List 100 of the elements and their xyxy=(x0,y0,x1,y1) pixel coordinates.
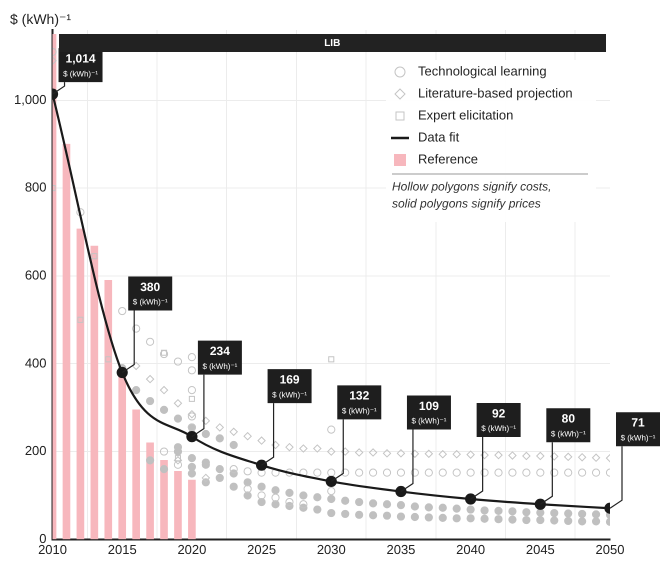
y-tick-label: 400 xyxy=(24,355,47,370)
point xyxy=(327,468,336,477)
point xyxy=(257,436,266,445)
point xyxy=(327,486,336,496)
bar xyxy=(76,228,84,540)
point xyxy=(244,432,252,440)
point xyxy=(564,468,572,477)
point xyxy=(494,468,503,477)
header-banner: LIB xyxy=(58,34,606,52)
point xyxy=(355,468,364,477)
point xyxy=(578,453,586,462)
point xyxy=(230,428,238,436)
point xyxy=(271,440,280,450)
point xyxy=(438,468,447,477)
point xyxy=(313,468,322,477)
point xyxy=(424,468,433,477)
point xyxy=(550,468,558,477)
point xyxy=(146,338,154,346)
point xyxy=(410,468,419,477)
data-label: 380 $ (kWh)⁻¹ xyxy=(132,280,168,307)
bar xyxy=(160,460,168,540)
point xyxy=(368,448,378,457)
point xyxy=(536,468,544,477)
point xyxy=(438,450,447,458)
x-tick-label: 2020 xyxy=(177,542,206,557)
point xyxy=(328,356,334,362)
point xyxy=(355,448,364,457)
point xyxy=(494,450,503,460)
point xyxy=(327,447,336,456)
point xyxy=(77,316,84,323)
bar xyxy=(104,280,112,540)
point xyxy=(174,460,182,469)
data-label: 132 $ (kWh)⁻¹ xyxy=(342,388,378,416)
point xyxy=(132,324,140,333)
point xyxy=(466,450,475,459)
point xyxy=(174,399,182,408)
data-label: 92 $ (kWh)⁻¹ xyxy=(481,406,516,434)
annotation: Hollow polygons signify costs, solid polygons signify prices xyxy=(392,179,552,210)
point xyxy=(465,493,476,505)
point xyxy=(534,498,546,510)
point xyxy=(536,452,544,460)
legend-label: Expert elicitation xyxy=(418,108,514,123)
point xyxy=(188,353,196,362)
point xyxy=(466,468,475,477)
point xyxy=(186,431,198,442)
bar xyxy=(146,442,154,540)
point xyxy=(91,253,98,260)
point xyxy=(522,452,530,460)
point xyxy=(256,460,268,471)
point xyxy=(480,450,489,460)
point xyxy=(188,386,196,394)
point xyxy=(174,357,182,366)
point xyxy=(578,468,586,477)
legend-label: Literature-based projection xyxy=(418,86,573,101)
y-tick-label: 600 xyxy=(24,267,47,282)
data-label: 234 $ (kWh)⁻¹ xyxy=(202,344,238,371)
point xyxy=(105,356,112,362)
data-label: 1,014 $ (kWh)⁻¹ xyxy=(63,51,98,78)
point xyxy=(299,444,308,453)
point xyxy=(146,375,154,384)
point xyxy=(550,452,558,461)
point xyxy=(116,366,128,378)
point xyxy=(341,468,350,477)
point xyxy=(326,476,337,488)
point xyxy=(188,396,195,402)
legend-label: Technological learning xyxy=(418,64,547,79)
point xyxy=(188,412,196,421)
point xyxy=(452,450,461,458)
legend-label: Data fit xyxy=(418,130,460,145)
point xyxy=(285,468,294,477)
point xyxy=(382,468,392,477)
point xyxy=(480,468,489,477)
y-tick-label: 200 xyxy=(24,443,47,458)
x-tick-label: 2040 xyxy=(456,542,486,557)
data-label: 169 $ (kWh)⁻¹ xyxy=(272,372,308,400)
data-label: 109 $ (kWh)⁻¹ xyxy=(412,398,447,426)
point xyxy=(341,447,350,456)
point xyxy=(174,456,182,464)
y-axis-title: $ (kWh)⁻¹ xyxy=(10,10,72,27)
x-tick-label: 2015 xyxy=(108,542,137,557)
bar xyxy=(132,410,140,540)
x-tick-label: 2035 xyxy=(386,542,416,557)
point xyxy=(508,451,517,460)
point xyxy=(244,484,252,493)
point xyxy=(216,423,224,432)
y-tick-label: 1,000 xyxy=(14,92,47,107)
point xyxy=(76,208,85,216)
point xyxy=(160,350,168,356)
bar xyxy=(188,480,196,540)
point xyxy=(424,450,433,458)
point xyxy=(160,386,168,394)
point xyxy=(452,468,461,477)
point xyxy=(257,491,266,500)
point xyxy=(188,366,196,374)
point xyxy=(313,444,322,453)
point xyxy=(522,468,530,477)
point xyxy=(592,454,600,462)
point xyxy=(327,426,336,434)
data-label: 71 $ (kWh)⁻¹ xyxy=(620,416,656,442)
point xyxy=(174,455,182,462)
